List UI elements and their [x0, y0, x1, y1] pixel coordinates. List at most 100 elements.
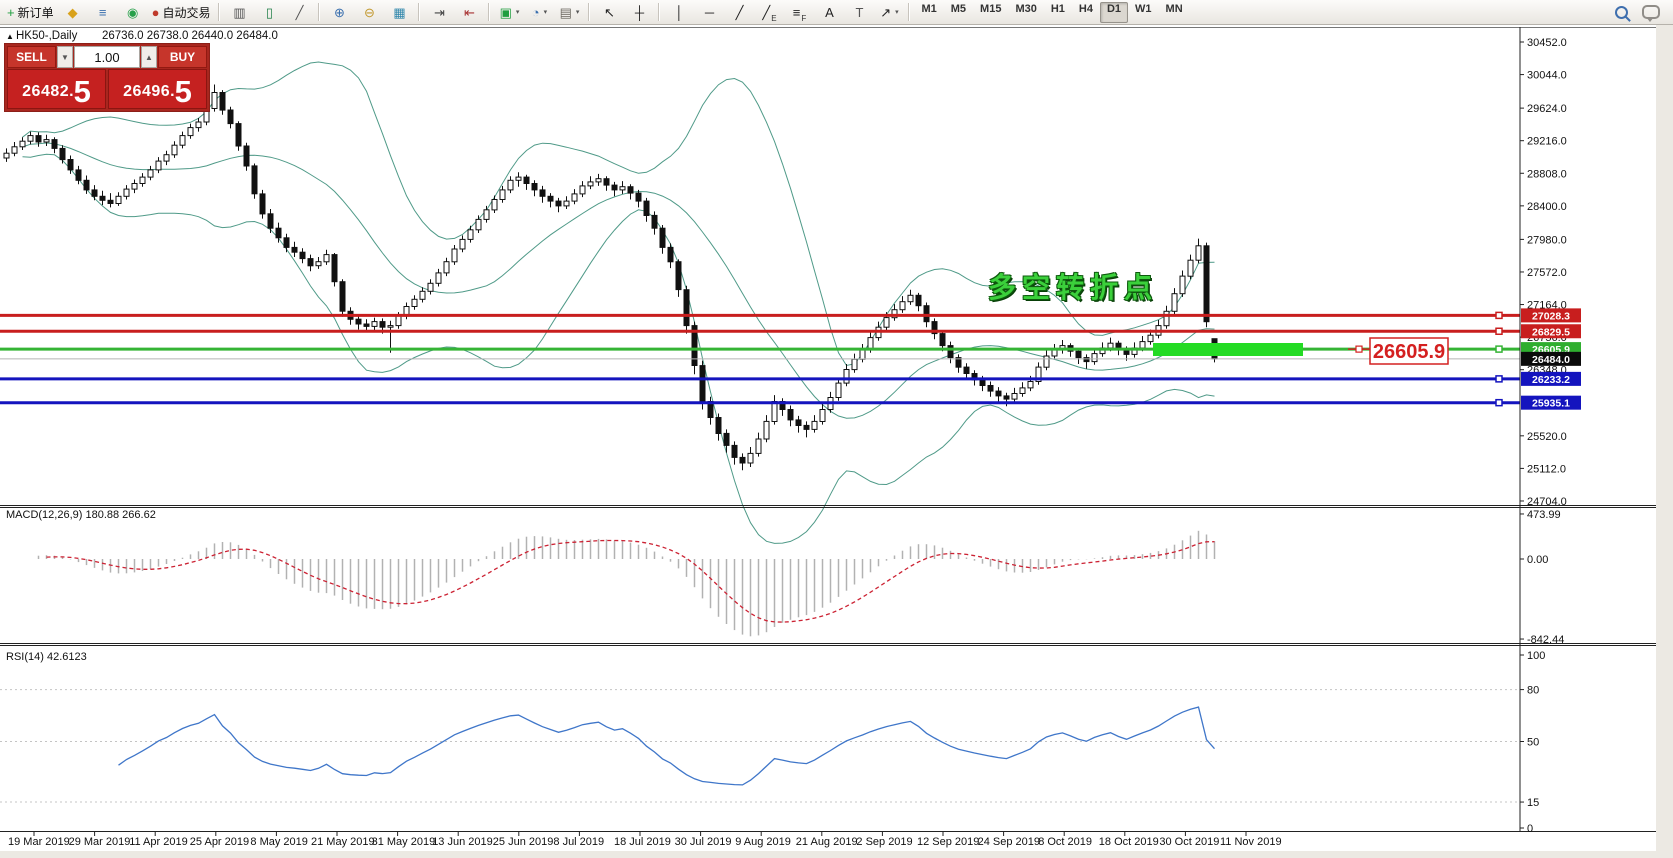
svg-text:8 Jul 2019: 8 Jul 2019: [553, 836, 604, 848]
cursor-button[interactable]: ↖: [594, 1, 624, 24]
text-button[interactable]: A: [814, 1, 844, 24]
bar-chart-icon: ▥: [233, 4, 246, 20]
svg-text:21 Aug 2019: 21 Aug 2019: [796, 836, 858, 848]
svg-text:29 Mar 2019: 29 Mar 2019: [69, 836, 131, 848]
volume-dropdown-button[interactable]: ▼: [57, 46, 73, 68]
svg-text:473.99: 473.99: [1527, 509, 1561, 521]
line-chart-button[interactable]: ╱: [284, 1, 314, 24]
svg-text:18 Oct 2019: 18 Oct 2019: [1099, 836, 1159, 848]
svg-text:26829.5: 26829.5: [1532, 326, 1570, 338]
svg-text:RSI(14) 42.6123: RSI(14) 42.6123: [6, 651, 87, 663]
timeframe-button-m15[interactable]: M15: [980, 2, 1002, 15]
auto-scroll-icon: ⇥: [434, 4, 445, 20]
svg-text:25935.1: 25935.1: [1532, 398, 1570, 410]
auto-trading-button[interactable]: ● 自动交易: [148, 1, 215, 24]
svg-text:25 Jun 2019: 25 Jun 2019: [493, 836, 554, 848]
arrows-icon: ↗: [880, 4, 892, 20]
chart-shift-button[interactable]: ⇤: [454, 1, 484, 24]
trendline-button[interactable]: ╱: [724, 1, 754, 24]
svg-text:25112.0: 25112.0: [1527, 463, 1566, 475]
svg-text:27572.0: 27572.0: [1527, 267, 1567, 279]
svg-text:HK50-,Daily: HK50-,Daily: [16, 30, 78, 42]
zoom-out-icon: ⊖: [364, 4, 375, 20]
search-icon[interactable]: [1615, 5, 1628, 19]
svg-text:21 May 2019: 21 May 2019: [311, 836, 375, 848]
crosshair-icon: ┼: [634, 4, 645, 20]
timeframe-button-h1[interactable]: H1: [1050, 2, 1065, 15]
timeframe-button-m1[interactable]: M1: [921, 2, 937, 15]
sell-price-tile[interactable]: 26482. 5: [7, 69, 106, 109]
toolbar-separator: [658, 3, 661, 21]
zoom-out-button[interactable]: ⊖: [354, 1, 384, 24]
tile-windows-button[interactable]: ▦: [384, 1, 414, 24]
svg-text:30 Oct 2019: 30 Oct 2019: [1159, 836, 1219, 848]
volume-up-button[interactable]: ▲: [141, 46, 157, 68]
auto-scroll-button[interactable]: ⇥: [424, 1, 454, 24]
market-watch-button[interactable]: ≡: [88, 1, 118, 24]
signals-button[interactable]: ◉: [118, 1, 148, 24]
hline-icon: ─: [704, 4, 715, 20]
svg-text:18 Jul 2019: 18 Jul 2019: [614, 836, 671, 848]
svg-text:15: 15: [1527, 797, 1539, 809]
timeframe-button-d1[interactable]: D1: [1099, 1, 1129, 23]
auto-trading-icon: ●: [151, 4, 160, 20]
buy-button[interactable]: BUY: [158, 46, 207, 68]
svg-text:26736.0 26738.0 26440.0 26484.: 26736.0 26738.0 26440.0 26484.0: [102, 30, 278, 42]
text-icon: A: [825, 4, 834, 20]
volume-input[interactable]: 1.00: [74, 46, 140, 68]
timeframe-button-m30[interactable]: M30: [1015, 2, 1037, 15]
timeframe-button-mn[interactable]: MN: [1165, 2, 1183, 15]
arrows-button[interactable]: ↗ ▾: [874, 1, 904, 24]
clock-icon: ◔: [531, 4, 540, 20]
svg-text:25520.0: 25520.0: [1527, 431, 1567, 443]
chevron-down-icon: ▾: [515, 9, 520, 16]
fibonacci-button[interactable]: ≡ F: [784, 1, 814, 24]
svg-text:8 Oct 2019: 8 Oct 2019: [1038, 836, 1092, 848]
svg-text:28400.0: 28400.0: [1527, 201, 1567, 213]
zoom-in-button[interactable]: ⊕: [324, 1, 354, 24]
timeframe-button-h4[interactable]: H4: [1078, 2, 1093, 15]
chevron-down-icon: ▾: [543, 9, 548, 16]
svg-text:26605.9: 26605.9: [1373, 341, 1445, 363]
label-icon: T: [855, 4, 864, 20]
timeframe-button-m5[interactable]: M5: [950, 2, 967, 15]
svg-text:31 May 2019: 31 May 2019: [372, 836, 436, 848]
svg-text:27028.3: 27028.3: [1532, 310, 1570, 322]
svg-text:30 Jul 2019: 30 Jul 2019: [675, 836, 732, 848]
templates-button[interactable]: ▤ ▾: [554, 1, 584, 24]
toolbar-separator: [218, 3, 221, 21]
channel-icon: ╱: [762, 4, 771, 20]
buy-price-tile[interactable]: 26496. 5: [108, 69, 207, 109]
svg-text:30044.0: 30044.0: [1527, 70, 1567, 82]
timeframe-button-w1[interactable]: W1: [1135, 2, 1152, 15]
profiles-button[interactable]: ◆: [58, 1, 88, 24]
chart-shift-icon: ⇤: [464, 4, 475, 20]
chevron-down-icon: ▾: [895, 9, 899, 16]
candlestick-button[interactable]: ▯: [254, 1, 284, 24]
channel-icon-letter: E: [771, 13, 777, 23]
line-chart-icon: ╱: [295, 4, 304, 20]
periods-button[interactable]: ◔ ▾: [524, 1, 554, 24]
crosshair-button[interactable]: ┼: [624, 1, 654, 24]
svg-text:9 Aug 2019: 9 Aug 2019: [735, 836, 791, 848]
market-watch-icon: ≡: [98, 4, 107, 20]
chat-icon[interactable]: [1642, 5, 1660, 22]
new-chart-button[interactable]: ▣ ▾: [494, 1, 524, 24]
sell-button[interactable]: SELL: [7, 46, 56, 68]
toolbar: + 新订单 ◆ ≡ ◉ ● 自动交易 ▥ ▯ ╱ ⊕ ⊖ ▦ ⇥ ⇤ ▣ ▾ ◔ ▾ ▤ ▾ ↖ ┼ │ ─ ╱ ╱ E ≡ F A T ↗ ▾ M…: [0, 0, 1673, 25]
svg-text:13 Jun 2019: 13 Jun 2019: [432, 836, 493, 848]
channel-button[interactable]: ╱ E: [754, 1, 784, 24]
svg-text:24 Sep 2019: 24 Sep 2019: [978, 836, 1040, 848]
toolbar-separator: [318, 3, 321, 21]
bar-chart-button[interactable]: ▥: [224, 1, 254, 24]
svg-text:11 Apr 2019: 11 Apr 2019: [129, 836, 188, 848]
svg-text:50: 50: [1527, 737, 1539, 749]
label-button[interactable]: T: [844, 1, 874, 24]
svg-text:19 Mar 2019: 19 Mar 2019: [8, 836, 70, 848]
toolbar-separator: [588, 3, 591, 21]
hline-button[interactable]: ─: [694, 1, 724, 24]
new-order-button[interactable]: + 新订单: [3, 1, 58, 24]
svg-text:MACD(12,26,9) 180.88 266.62: MACD(12,26,9) 180.88 266.62: [6, 509, 156, 521]
vline-button[interactable]: │: [664, 1, 694, 24]
